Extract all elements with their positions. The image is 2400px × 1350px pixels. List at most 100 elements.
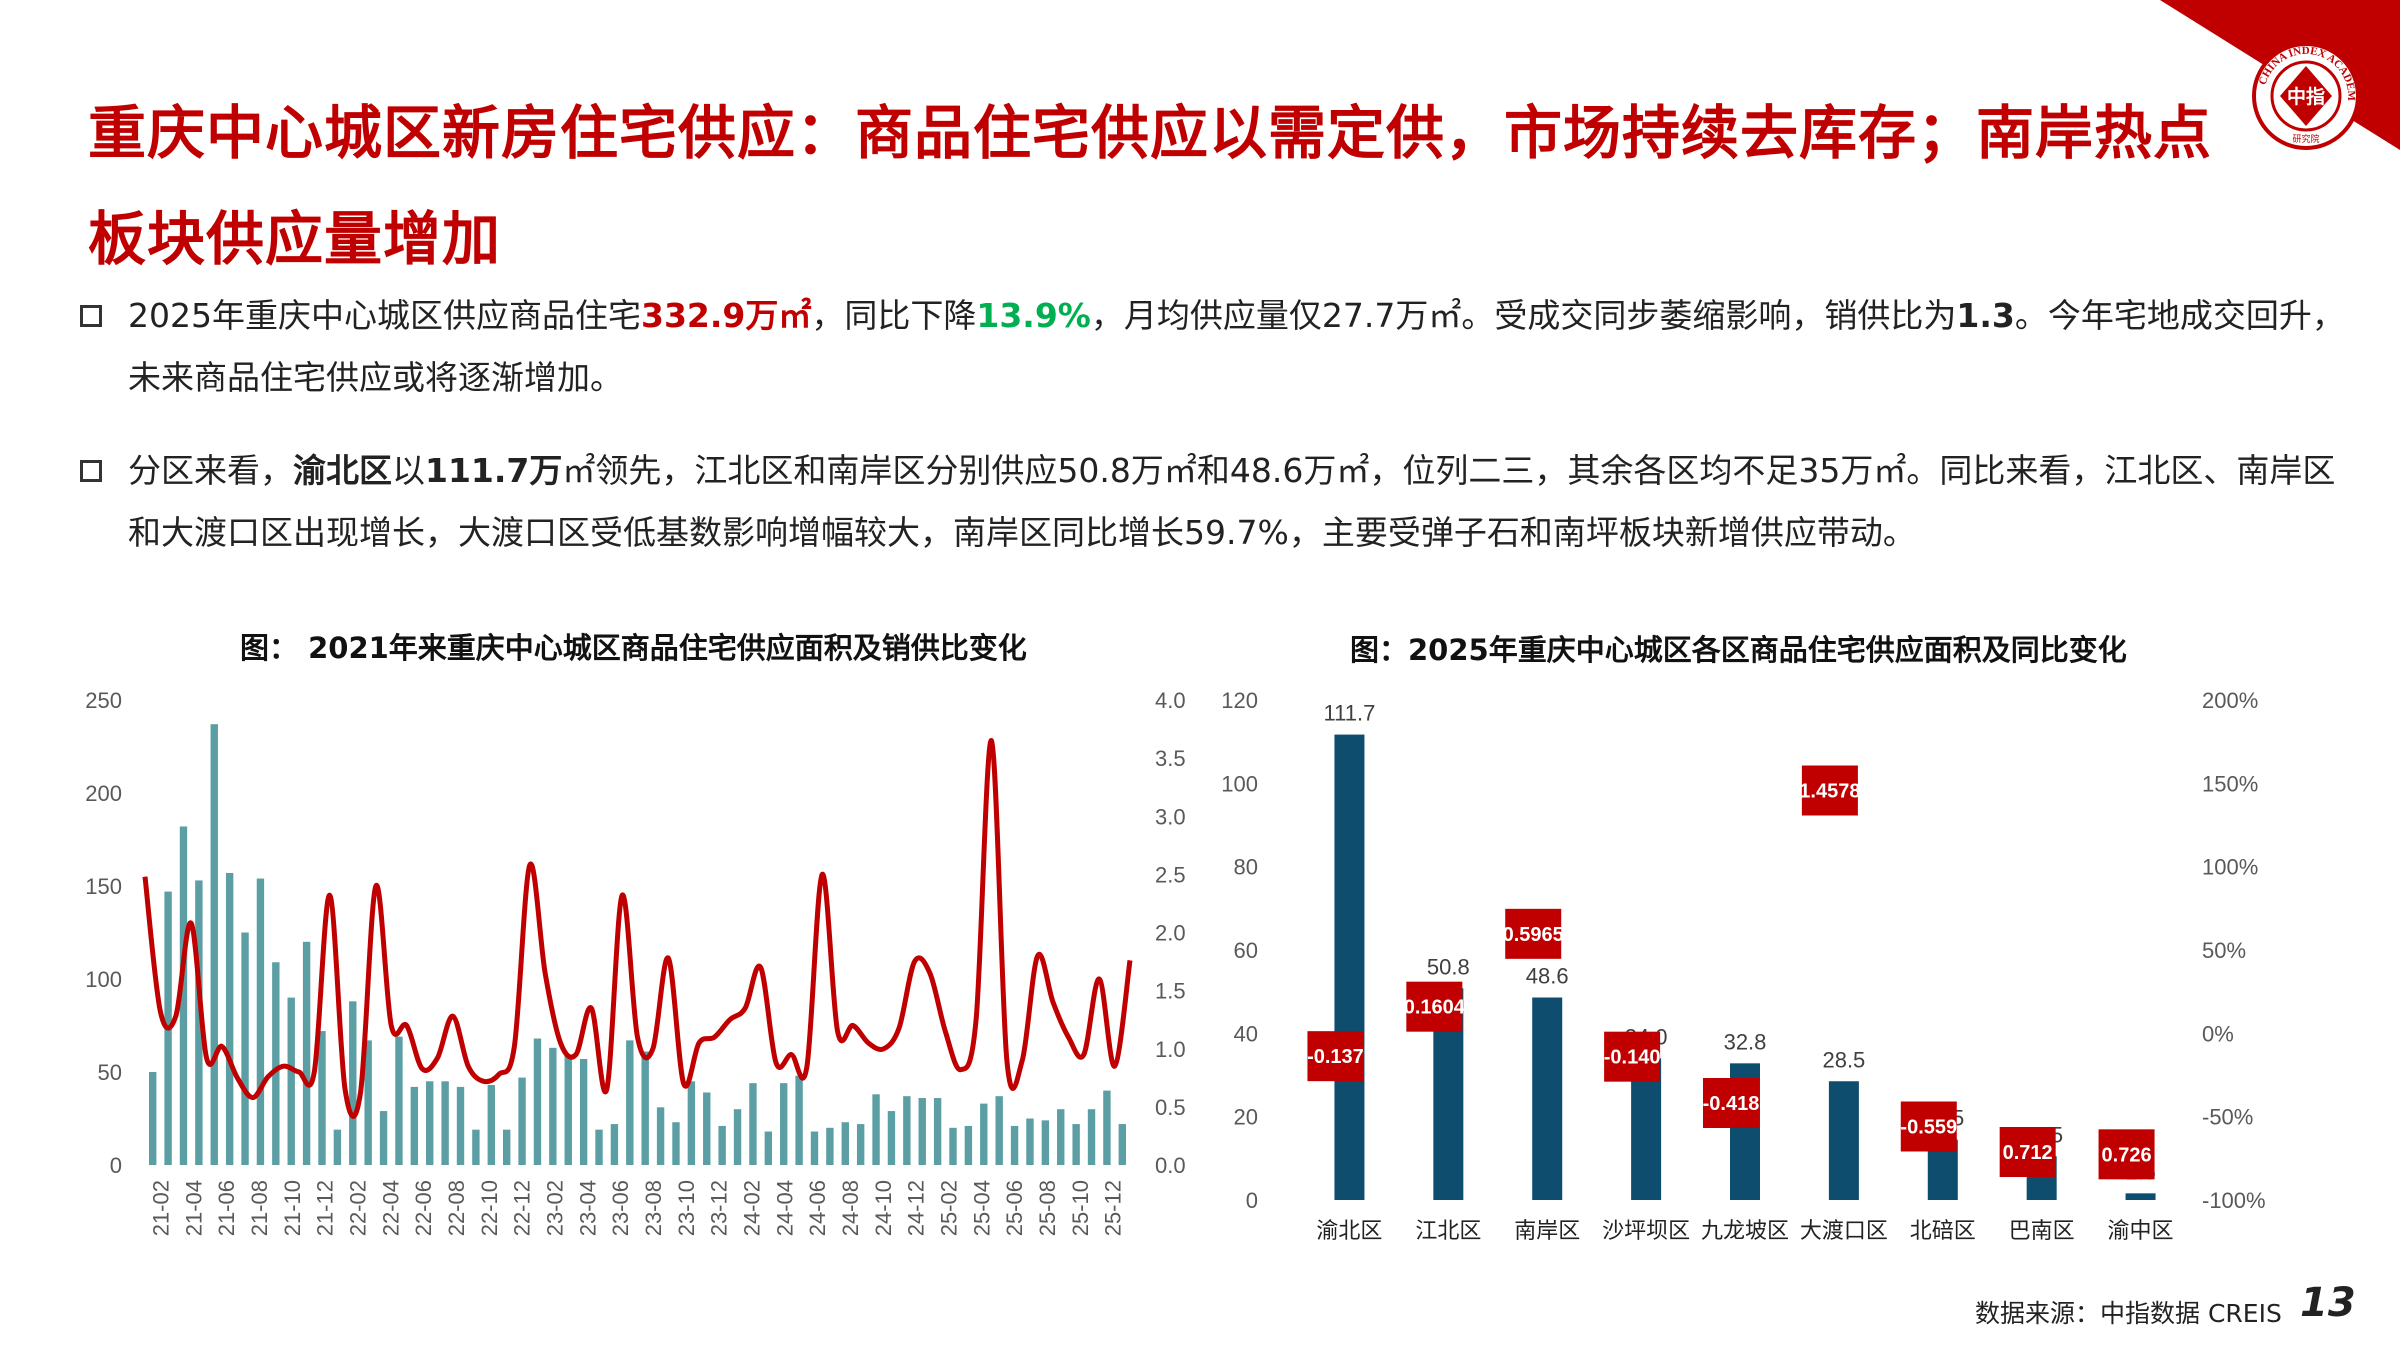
district-supply-bar (2125, 1193, 2156, 1200)
yoy-badge (2098, 1129, 2155, 1180)
supply-data-label: 111.7 (1324, 701, 1376, 726)
yoy-badge (1703, 1078, 1759, 1128)
x-tick-label: 24-06 (805, 1180, 830, 1236)
x-tick-label: 22-04 (378, 1180, 403, 1236)
text-segment: 。今年宅地成交回升，未来商品住宅供应或将逐渐增加。 (128, 296, 2345, 397)
highlight-supply-total: 332.9万㎡ (640, 296, 812, 335)
supply-bar (964, 1125, 973, 1165)
chart1-title: 图： 2021年来重庆中心城区商品住宅供应面积及销供比变化 (240, 631, 1027, 665)
page-number: 13 (2300, 1280, 2356, 1326)
supply-bar (533, 1038, 542, 1165)
x-tick-label: 22-12 (510, 1180, 535, 1236)
district-category-label: 江北区 (1415, 1219, 1481, 1244)
highlight-district: 渝北区 (293, 451, 392, 490)
x-tick-label: 25-08 (1035, 1180, 1060, 1236)
supply-bar (610, 1124, 619, 1165)
supply-bar (149, 1072, 157, 1165)
supply-bar (1087, 1109, 1096, 1165)
text-segment: ，同比下降 (811, 296, 977, 335)
x-tick-label: 25-10 (1068, 1180, 1093, 1236)
text-segment: ㎡领先，江北区和南岸区分别供应50.8万㎡和48.6万㎡，位列二三，其余各区均不… (128, 451, 2336, 552)
sales-supply-ratio-line (142, 738, 1133, 1119)
x-tick-label: 25-12 (1101, 1180, 1126, 1236)
logo-center-text: 中指 (2287, 85, 2325, 108)
x-tick-label: 23-08 (641, 1180, 666, 1236)
y-tick-label: 60 (1234, 938, 1258, 963)
yoy-badge-label: -0.140 (1604, 1047, 1661, 1069)
supply-bar (272, 962, 280, 1165)
yoy-badge-label: -0.137 (1307, 1046, 1364, 1068)
x-tick-label: 22-10 (477, 1180, 502, 1236)
district-supply-bar (1532, 997, 1563, 1200)
district-category-label: 南岸区 (1514, 1219, 1580, 1244)
supply-bar (1118, 1124, 1126, 1165)
yoy-badge (1801, 765, 1858, 816)
y2-tick-label: -100% (2202, 1188, 2266, 1213)
yoy-badge-label: -0.418 (1703, 1093, 1760, 1115)
y-tick-label: 50 (98, 1060, 122, 1085)
x-tick-label: 24-04 (772, 1180, 797, 1236)
supply-bar (841, 1122, 849, 1165)
supply-bar (1026, 1118, 1034, 1165)
supply-bar (626, 1040, 634, 1165)
y2-tick-label: 0.5 (1155, 1095, 1186, 1120)
y2-tick-label: 1.0 (1155, 1037, 1186, 1062)
supply-bar (487, 1085, 495, 1165)
yoy-badge (1307, 1031, 1364, 1082)
supply-bar (179, 826, 188, 1165)
supply-bar (502, 1129, 511, 1165)
supply-bar (1103, 1090, 1111, 1165)
chart-supply-and-ratio: 0 50 100 150 200 250 0.0 0.5 1.0 1.5 2.0 2.5 3.0 3.5 4… (85, 688, 1186, 1236)
yoy-badge-label: 0.5965 (1503, 924, 1564, 946)
bullet-square-icon (80, 305, 102, 327)
x-tick-label: 23-12 (707, 1180, 732, 1236)
supply-data-label: 48.6 (1526, 964, 1569, 989)
supply-bar (225, 872, 234, 1165)
supply-bar (887, 1111, 896, 1165)
x-tick-label: 22-02 (345, 1180, 370, 1236)
text-segment: 以 (392, 451, 425, 490)
supply-bar (749, 1083, 757, 1165)
supply-bar (426, 1081, 434, 1165)
x-tick-label: 23-10 (674, 1180, 699, 1236)
supply-bar (302, 941, 311, 1165)
supply-bar (826, 1127, 834, 1165)
yoy-badge (1505, 908, 1562, 959)
x-tick-label: 25-02 (936, 1180, 961, 1236)
supply-data-label: 28.5 (1822, 1047, 1865, 1072)
supply-bar (903, 1096, 911, 1165)
x-tick-label: 24-10 (871, 1180, 896, 1236)
supply-bar (549, 1047, 557, 1165)
supply-bar (918, 1098, 926, 1165)
district-category-label: 大渡口区 (1800, 1219, 1888, 1244)
supply-bar (564, 1055, 572, 1165)
y2-tick-label: 100% (2202, 855, 2258, 880)
yoy-badge-label: 0.712 (2003, 1142, 2053, 1164)
yoy-badge (1999, 1127, 2056, 1177)
x-tick-label: 22-06 (411, 1180, 436, 1236)
supply-bar (472, 1129, 480, 1165)
supply-bar (764, 1131, 773, 1165)
supply-bar (210, 724, 218, 1165)
district-category-label: 沙坪坝区 (1602, 1219, 1690, 1244)
supply-bar (441, 1081, 449, 1165)
highlight-yoy-decline: 13.9% (976, 296, 1091, 335)
yoy-badge-label: 0.726 (2102, 1144, 2152, 1166)
y-tick-label: 100 (1221, 771, 1258, 796)
supply-bar (949, 1127, 957, 1165)
supply-bar (395, 1036, 403, 1165)
y2-tick-label: 1.5 (1155, 979, 1186, 1004)
yoy-badge-label: -0.559 (1900, 1117, 1957, 1139)
y2-tick-label: 150% (2202, 771, 2258, 796)
supply-bar (456, 1086, 465, 1165)
y2-tick-label: 2.5 (1155, 862, 1186, 887)
y-tick-label: 100 (85, 967, 122, 992)
y-tick-label: 40 (1234, 1021, 1258, 1046)
x-tick-label: 25-04 (969, 1180, 994, 1236)
y2-tick-label: 0% (2202, 1021, 2234, 1046)
y-tick-label: 20 (1234, 1105, 1258, 1130)
supply-bar (318, 1031, 326, 1165)
y2-tick-label: 50% (2202, 938, 2246, 963)
district-category-label: 渝北区 (1316, 1219, 1382, 1244)
supply-bar (579, 1058, 588, 1165)
